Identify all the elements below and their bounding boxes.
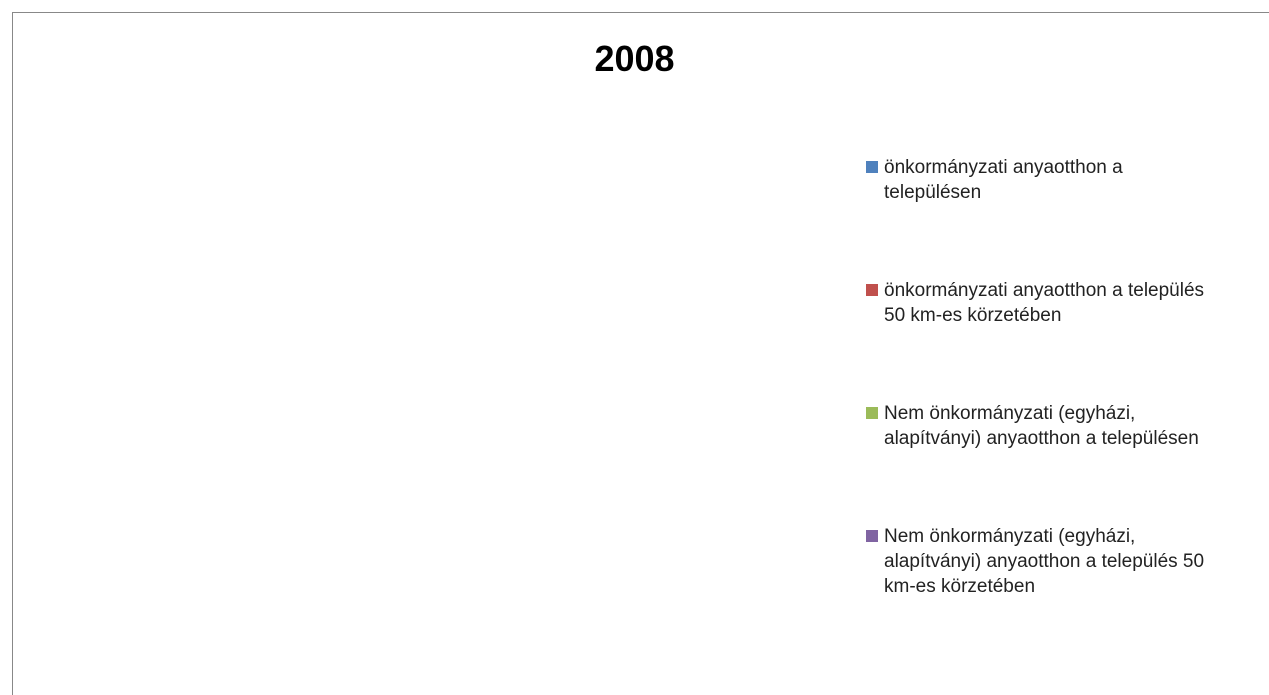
legend-item: önkormányzati anyaotthon a település 50 …	[866, 278, 1226, 328]
legend-swatch	[866, 530, 878, 542]
legend-label: önkormányzati anyaotthon a település 50 …	[884, 280, 1205, 326]
legend-label: Nem önkormányzati (egyházi, alapítványi)…	[884, 403, 1199, 449]
legend-swatch	[866, 407, 878, 419]
legend-item: Nem önkormányzati (egyházi, alapítványi)…	[866, 524, 1226, 599]
legend-item: önkormányzati anyaotthon a településen	[866, 155, 1226, 205]
chart-title: 2008	[594, 38, 675, 79]
legend-label: önkormányzati anyaotthon a településen	[884, 157, 1123, 203]
legend-swatch	[866, 284, 878, 296]
legend-label: Nem önkormányzati (egyházi, alapítványi)…	[884, 526, 1205, 597]
chart-frame	[12, 12, 1269, 695]
legend-swatch	[866, 161, 878, 173]
legend-item: Nem önkormányzati (egyházi, alapítványi)…	[866, 401, 1226, 451]
